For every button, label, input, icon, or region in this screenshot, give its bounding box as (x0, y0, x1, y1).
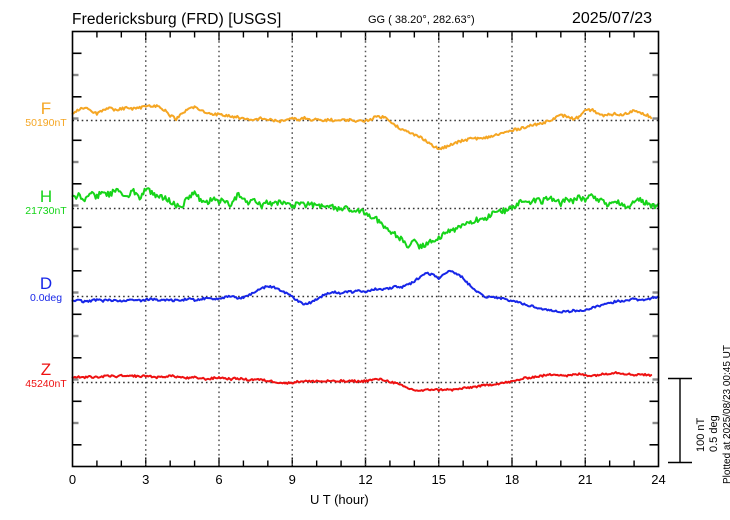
trace-baselines (72, 119, 659, 384)
trace-label-d: D 0.0deg (18, 275, 74, 305)
trace-name-h: H (39, 187, 53, 206)
x-tick-label-3: 3 (142, 472, 150, 487)
trace-baseline-d: 0.0deg (29, 292, 63, 304)
trace-baseline-f: 50190nT (25, 117, 67, 129)
x-tick-label-24: 24 (651, 472, 666, 487)
trace-name-z: Z (40, 360, 52, 379)
trace-path-h (71, 187, 660, 250)
x-tick-label-9: 9 (288, 472, 296, 487)
geographic-coordinates: GG ( 38.20°, 282.63°) (368, 14, 475, 26)
scale-bar-label: 100 nT 0.5 deg (695, 415, 720, 452)
scale-bar-deg: 0.5 deg (707, 415, 720, 452)
x-tick-label-15: 15 (431, 472, 446, 487)
scale-bar-nt: 100 nT (695, 417, 707, 452)
vertical-gridlines (145, 31, 586, 467)
trace-baseline-z: 45240nT (25, 378, 67, 390)
trace-path-z (71, 371, 653, 392)
x-tick-label-0: 0 (68, 472, 77, 487)
scale-bar (668, 377, 692, 464)
trace-label-h: H 21730nT (18, 188, 74, 218)
trace-path-d (71, 269, 660, 314)
x-axis-title: U T (hour) (310, 492, 369, 507)
plot-date: 2025/07/23 (572, 10, 653, 27)
plotted-at-timestamp: Plotted at 2025/08/23 00:45 UT (722, 345, 730, 484)
trace-lines (71, 104, 660, 392)
trace-path-f (71, 104, 653, 151)
plot-frame (71, 30, 660, 468)
trace-label-f: F 50190nT (18, 100, 74, 130)
trace-label-z: Z 45240nT (18, 361, 74, 391)
trace-baseline-h: 21730nT (25, 205, 67, 217)
page-title: Fredericksburg (FRD) [USGS] (72, 11, 282, 28)
trace-name-d: D (39, 274, 53, 293)
x-tick-label-12: 12 (358, 472, 373, 487)
trace-name-f: F (40, 99, 52, 118)
x-tick-label-6: 6 (215, 472, 223, 487)
x-tick-label-21: 21 (578, 472, 593, 487)
x-tick-label-18: 18 (504, 472, 520, 487)
